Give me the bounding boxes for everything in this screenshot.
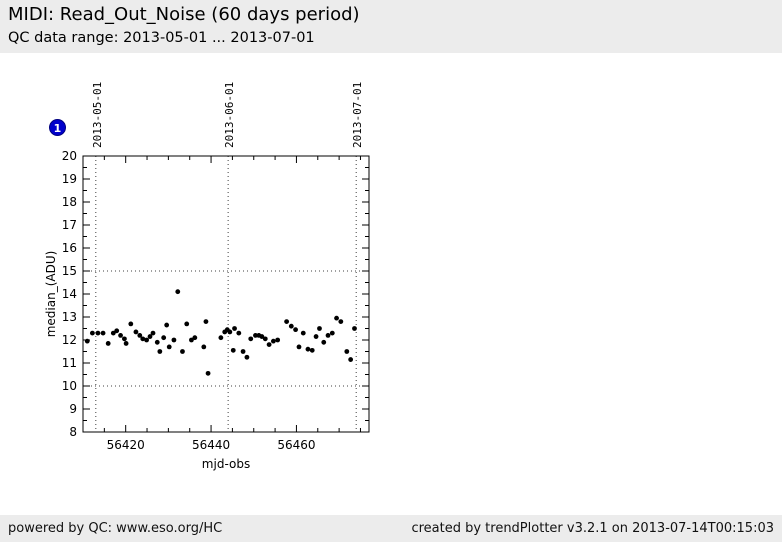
data-point [154, 339, 160, 345]
data-point [84, 338, 90, 344]
data-point [175, 289, 181, 295]
data-point [144, 337, 150, 343]
data-point [218, 335, 224, 341]
data-point [89, 330, 95, 336]
data-point [262, 336, 268, 342]
y-tick-label: 9 [69, 402, 77, 416]
data-point [123, 341, 129, 346]
y-tick-label: 15 [62, 264, 77, 278]
data-point [240, 349, 246, 354]
data-point [105, 341, 111, 346]
data-point [122, 336, 127, 342]
data-point [205, 370, 211, 376]
data-point [189, 337, 194, 343]
y-tick-label: 16 [62, 241, 77, 255]
data-point [348, 357, 354, 362]
data-point [352, 326, 357, 331]
data-point [192, 335, 198, 341]
data-point [321, 339, 327, 345]
qc-data-range: QC data range: 2013-05-01 ... 2013-07-01 [8, 30, 315, 46]
y-tick-label: 14 [62, 287, 77, 301]
data-point [338, 319, 344, 324]
data-point [253, 333, 258, 338]
footer-powered-by[interactable]: powered by QC: www.eso.org/HC [8, 521, 223, 536]
data-point [110, 330, 116, 336]
data-point [95, 330, 101, 336]
y-axis-label: median_(ADU) [44, 251, 58, 338]
data-point [137, 333, 143, 338]
data-point [270, 338, 276, 344]
data-point [232, 326, 237, 331]
data-point [100, 330, 106, 336]
y-tick-label: 12 [62, 333, 77, 347]
header-bar: MIDI: Read_Out_Noise (60 days period) QC… [0, 0, 782, 53]
y-tick-label: 8 [69, 425, 77, 439]
data-point [164, 322, 170, 328]
footer-bar: powered by QC: www.eso.org/HC created by… [0, 515, 782, 542]
page-title: MIDI: Read_Out_Noise (60 days period) [8, 4, 360, 25]
y-tick-label: 10 [62, 379, 77, 393]
data-point [150, 330, 156, 336]
data-point [266, 342, 272, 347]
data-point [166, 344, 172, 350]
x-tick-label: 56420 [107, 438, 145, 452]
data-point [171, 337, 177, 343]
data-point [275, 337, 281, 343]
x-tick-label: 56460 [277, 438, 315, 452]
data-point [161, 335, 167, 341]
data-point [140, 336, 146, 342]
data-point [334, 315, 339, 321]
data-point [300, 330, 306, 336]
data-point [114, 328, 120, 334]
y-tick-label: 18 [62, 195, 77, 209]
data-point [305, 346, 311, 352]
data-point [288, 323, 294, 329]
data-point [157, 349, 163, 354]
data-point [201, 344, 207, 350]
data-point [230, 347, 236, 353]
data-point [184, 321, 190, 327]
data-point [309, 347, 315, 353]
trend-plot: 2013-05-01 2013-06-01 2013-07-01 56420 56440… [44, 82, 370, 471]
data-point [128, 321, 134, 327]
data-point [147, 334, 153, 339]
x-tick-label: 56440 [192, 438, 230, 452]
y-tick-label: 13 [62, 310, 77, 324]
y-tick-label: 11 [62, 356, 77, 370]
data-point [329, 330, 335, 336]
plot-border [82, 155, 370, 433]
data-point [325, 333, 331, 338]
data-point [284, 319, 290, 324]
y-tick-label: 17 [62, 218, 77, 232]
data-point [227, 329, 233, 335]
footer-created-by: created by trendPlotter v3.2.1 on 2013-0… [411, 521, 774, 536]
date-label: 2013-07-01 [351, 82, 364, 148]
data-point [313, 334, 319, 339]
date-label: 2013-06-01 [223, 82, 236, 148]
data-point [293, 327, 298, 333]
y-tick-label: 19 [62, 172, 77, 186]
data-point [180, 349, 185, 354]
data-point [296, 344, 302, 350]
data-point [344, 349, 350, 354]
data-point [236, 330, 242, 336]
data-point [317, 326, 322, 331]
data-point [248, 336, 254, 342]
data-point [118, 333, 123, 338]
plot-number-badge[interactable]: 1 [49, 119, 66, 136]
y-tick-label: 20 [62, 149, 77, 163]
data-point [203, 319, 209, 324]
date-label: 2013-05-01 [91, 82, 104, 148]
x-axis-label: mjd-obs [202, 457, 250, 471]
data-point [259, 334, 265, 339]
data-point [244, 354, 250, 360]
data-point [133, 329, 139, 335]
